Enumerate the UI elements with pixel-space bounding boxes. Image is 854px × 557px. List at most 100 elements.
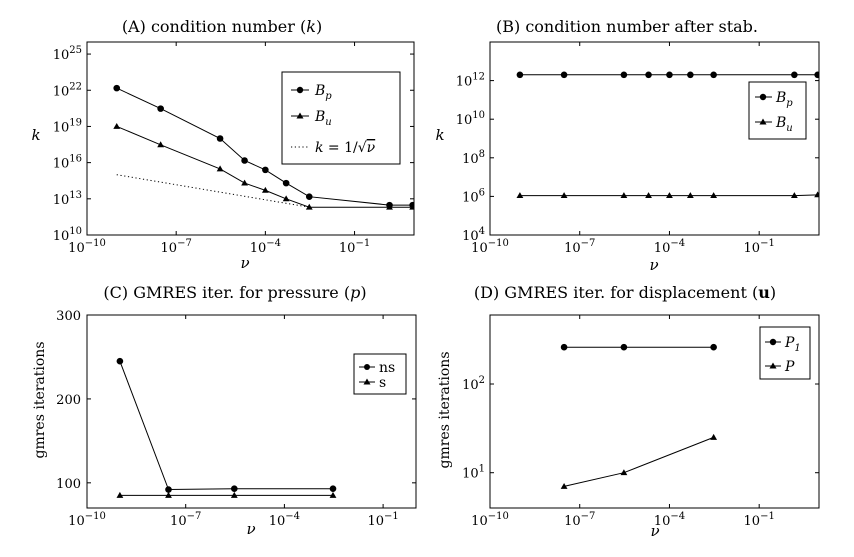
panel-a-xtick-label: 10−7 [161, 238, 192, 256]
panel-c-ylabel: gmres iterations [32, 341, 48, 458]
panel-d-plot: 10−10 10−7 10−4 10−1 101 102 [462, 315, 819, 529]
panel-a-series-1-point [241, 179, 248, 186]
panel-c-plot: 10−10 10−7 10−4 10−1 100 200 300 [56, 309, 416, 529]
legend-marker-s [363, 378, 371, 385]
panel-d-series-1-point [560, 482, 568, 489]
panel-a-series-1-point [282, 195, 290, 202]
panel-b-xtick-label: 10−4 [654, 238, 685, 256]
panel-b-ytick-label: 1010 [456, 110, 485, 128]
panel-a-ytick-label: 1013 [53, 190, 82, 208]
panel-d-xtick-label: 10−7 [564, 511, 595, 529]
legend-label-bp-b: Bp [775, 90, 793, 109]
panel-c-ytick-label: 300 [56, 309, 81, 324]
legend-label-k: k = 1/√ν [315, 140, 376, 156]
panel-a-frame [86, 41, 415, 236]
panel-b-series-0-point [791, 71, 798, 79]
panel-b-series-1-point [710, 192, 718, 199]
legend-marker-ns [364, 364, 370, 370]
panel-d-legend-box [759, 326, 811, 380]
legend-label-p1: P1 [784, 335, 801, 354]
panel-b-series-0-point [620, 71, 628, 79]
panel-b-series-0-point [560, 71, 568, 79]
panel-c-xtick-label: 10−7 [170, 511, 201, 529]
panel-a-xlabel: ν [240, 254, 249, 272]
panel-a-series-0-point [241, 157, 248, 164]
panel-a-series-1-point [386, 203, 393, 210]
panel-b-series-1-point [516, 192, 524, 199]
panel-b-legend-box [748, 81, 807, 140]
panel-d-series-1-line [563, 436, 714, 487]
legend-label-p: P [784, 359, 795, 375]
panel-c-ytick-label: 100 [56, 477, 81, 492]
panel-d-frame [489, 314, 820, 509]
panel-d-series-1-point [710, 433, 718, 440]
panel-b-series-group [516, 71, 819, 199]
panel-d-series-group [560, 343, 718, 489]
panel-c-series-0-point [329, 485, 337, 493]
panel-d-series-0-point [710, 343, 717, 351]
panel-b-series-1-point [814, 191, 819, 198]
panel-b-series-0-point [645, 71, 652, 79]
panel-a-ytick-label: 1010 [53, 226, 82, 244]
panel-c-series-0-point [230, 485, 238, 493]
panel-d-ytick-label: 101 [462, 464, 485, 482]
panel-a-series-group [113, 84, 414, 210]
panel-b-xtick-label: 10−7 [564, 238, 595, 256]
panel-b-xtick-label: 10−10 [471, 238, 509, 256]
legend-label-bp: Bp [314, 83, 332, 102]
panel-b-series-1-point [666, 192, 673, 199]
panel-b-series-1-point [560, 192, 568, 199]
legend-label-bu-b: Bu [775, 115, 793, 134]
panel-a-xtick-label: 10−10 [68, 238, 106, 256]
legend-marker-bp-b [759, 93, 767, 101]
panel-b-legend: Bp Bu [748, 81, 807, 140]
legend-label-bu: Bu [314, 109, 332, 128]
panel-b-series-0-point [516, 71, 524, 79]
legend-marker-bu-b [759, 118, 767, 125]
legend-marker-bu [296, 112, 304, 119]
panel-c-series-1-point [116, 491, 124, 498]
legend-marker-p [769, 362, 777, 369]
panel-c-legend: ns s [353, 353, 407, 395]
panel-c-series-0-point [116, 357, 124, 365]
panel-a-ytick-label: 1025 [53, 45, 82, 63]
panel-a-series-0-point [216, 135, 224, 142]
panel-c-frame [86, 314, 417, 509]
panel-c-series-0-point [165, 486, 172, 493]
panel-d-xlabel: ν [650, 522, 659, 540]
panel-c-series-1-point [329, 491, 337, 498]
panel-c-series-1-point [230, 491, 238, 498]
panel-b-xlabel: ν [649, 256, 658, 274]
panel-c-title: (C) GMRES iter. for pressure (p) [103, 283, 366, 302]
panel-d-legend: P1 P [759, 326, 811, 380]
panel-d-ytick-label: 102 [462, 375, 485, 393]
panel-c-series-1-point [165, 491, 172, 498]
panel-a-xtick-label: 10−4 [250, 238, 281, 256]
panel-a-series-1-point [409, 203, 414, 210]
panel-b-ytick-label: 1012 [456, 72, 485, 90]
panel-c-xtick-label: 10−1 [367, 511, 398, 529]
panel-a-ylabel: k [31, 126, 40, 144]
panel-b-series-1-point [645, 192, 652, 199]
panel-a-legend: Bp Bu k = 1/√ν [281, 71, 401, 165]
panel-b-series-0-point [666, 71, 673, 79]
panel-a-plot: 10−10 10−7 10−4 10−1 1010 1013 1016 1019 1022 102… [53, 42, 414, 256]
panel-a-series-0-point [262, 166, 269, 174]
panel-c-legend-box [353, 353, 407, 395]
panel-d-series-0-point [620, 343, 628, 351]
panel-a-series-1-point [216, 165, 224, 172]
panel-a-series-1-point [113, 122, 121, 129]
panel-d-series-1-point [620, 469, 628, 476]
panel-a-series-0-point [113, 84, 121, 92]
panel-a-series-0-point [282, 179, 290, 187]
panel-a-series-0-point [305, 193, 313, 200]
legend-label-ns: ns [379, 360, 395, 376]
panel-a-ytick-label: 1019 [53, 117, 82, 135]
panel-b-ytick-label: 104 [462, 226, 485, 244]
panel-c-ytick-label: 200 [56, 393, 81, 408]
panel-b-series-0-point [687, 71, 694, 79]
panel-a-ytick-label: 1022 [53, 81, 82, 99]
panel-b-series-0-point [710, 71, 717, 79]
panel-b-ylabel: k [435, 126, 444, 144]
